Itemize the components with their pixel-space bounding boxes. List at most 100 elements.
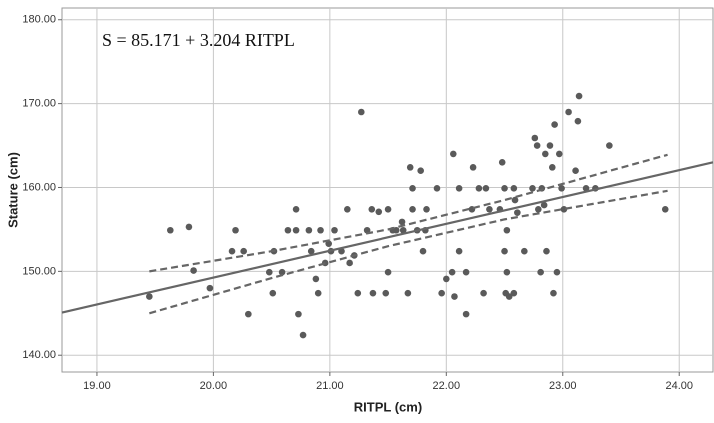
point <box>384 268 392 276</box>
point <box>462 310 470 318</box>
point <box>305 226 313 234</box>
point <box>582 185 590 192</box>
point <box>344 205 351 213</box>
x-tick-label: 20.00 <box>200 380 228 392</box>
point <box>551 121 558 128</box>
point <box>469 164 477 171</box>
point <box>284 226 292 234</box>
point <box>307 247 315 255</box>
x-tick-label: 21.00 <box>316 380 344 392</box>
point <box>299 331 307 339</box>
point <box>449 150 457 158</box>
point <box>363 226 371 234</box>
point <box>317 226 324 234</box>
point <box>325 240 332 247</box>
point <box>475 185 483 192</box>
point <box>498 159 506 166</box>
x-axis-label: RITPL (cm) <box>354 399 422 414</box>
point <box>292 205 300 213</box>
point <box>486 205 493 213</box>
point <box>451 293 458 300</box>
annotation: S = 85.171 + 3.204 RITPL <box>102 30 295 50</box>
point <box>398 218 406 226</box>
point <box>368 205 376 213</box>
confidence-band-lower <box>149 189 668 315</box>
point <box>338 247 345 255</box>
point <box>295 310 302 318</box>
point <box>543 247 550 255</box>
point <box>369 289 377 297</box>
point <box>529 185 536 192</box>
point <box>443 275 450 283</box>
point <box>553 268 561 276</box>
x-tick-label: 24.00 <box>665 380 693 392</box>
point <box>535 205 542 213</box>
point <box>409 205 416 213</box>
point <box>546 142 554 149</box>
y-tick-label: 140.00 <box>22 349 56 361</box>
point <box>240 247 247 255</box>
y-axis-label: Stature (cm) <box>5 152 20 228</box>
y-tick-label: 170.00 <box>22 98 56 110</box>
point <box>661 205 669 213</box>
point <box>265 268 273 276</box>
point <box>533 142 541 149</box>
point <box>448 268 456 276</box>
point <box>146 293 153 300</box>
point <box>354 289 362 297</box>
point <box>537 268 544 276</box>
point <box>399 226 407 234</box>
point <box>423 205 430 213</box>
point <box>503 268 511 276</box>
point <box>167 226 174 234</box>
point <box>292 226 300 234</box>
point <box>501 247 508 255</box>
point <box>514 209 521 216</box>
point <box>331 226 338 234</box>
point <box>232 226 239 234</box>
x-tick-label: 19.00 <box>83 380 111 392</box>
point <box>357 108 365 116</box>
point <box>245 310 252 318</box>
point <box>384 205 392 213</box>
point <box>548 164 556 171</box>
point <box>550 289 557 297</box>
point <box>455 247 463 255</box>
confidence-band-upper <box>149 153 668 273</box>
point <box>185 223 193 231</box>
point <box>462 268 470 276</box>
point <box>606 142 613 149</box>
point <box>510 289 518 297</box>
point <box>382 289 390 297</box>
point <box>404 289 412 297</box>
plot-area <box>61 7 714 373</box>
point <box>510 185 518 192</box>
point <box>565 108 572 116</box>
y-tick-label: 160.00 <box>22 181 56 193</box>
point <box>346 259 353 267</box>
point <box>503 226 511 234</box>
point <box>555 150 563 158</box>
point <box>505 293 513 300</box>
regression-line <box>61 161 714 314</box>
point <box>540 201 548 209</box>
point <box>206 284 214 292</box>
x-tick-label: 22.00 <box>433 380 461 392</box>
point <box>312 275 320 283</box>
point <box>575 92 583 100</box>
point <box>455 185 463 192</box>
point <box>278 268 286 276</box>
point <box>574 117 582 125</box>
point <box>438 289 445 297</box>
point <box>480 289 487 297</box>
point <box>558 185 565 192</box>
x-tick-label: 23.00 <box>549 380 577 392</box>
point <box>572 167 579 175</box>
point <box>419 247 427 255</box>
point <box>409 185 416 192</box>
point <box>228 247 236 255</box>
point <box>314 289 322 297</box>
point <box>542 150 549 158</box>
point <box>269 289 277 297</box>
